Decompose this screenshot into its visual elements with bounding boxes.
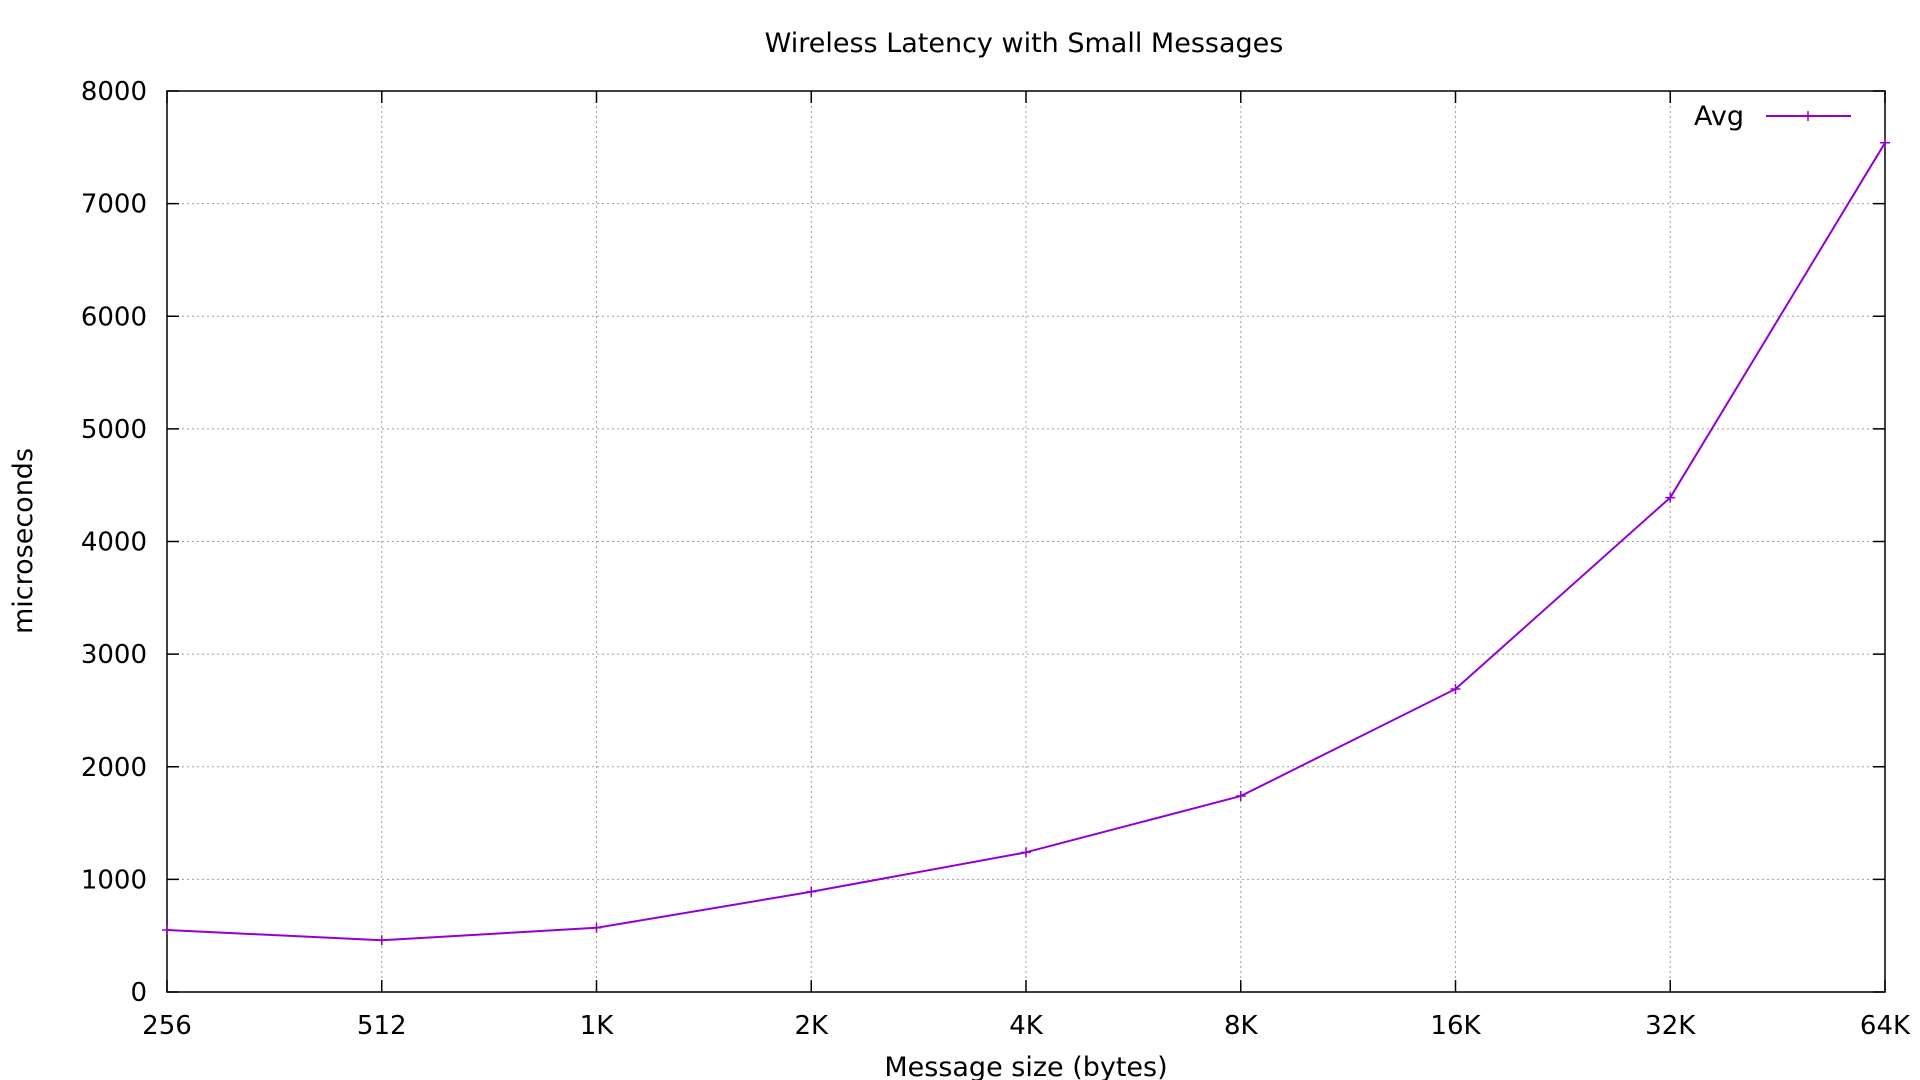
x-tick-label: 4K xyxy=(1009,1011,1044,1041)
y-tick-label: 4000 xyxy=(81,528,147,558)
y-tick-label: 3000 xyxy=(81,640,147,670)
legend-marker xyxy=(1803,111,1813,121)
x-tick-label: 256 xyxy=(142,1011,192,1041)
data-point-marker xyxy=(1450,684,1461,695)
chart-title: Wireless Latency with Small Messages xyxy=(765,28,1284,59)
legend: Avg xyxy=(1694,101,1851,132)
x-tick-label: 16K xyxy=(1430,1011,1481,1041)
x-tick-label: 64K xyxy=(1860,1011,1911,1041)
y-tick-label: 2000 xyxy=(81,753,147,783)
y-tick-label: 1000 xyxy=(81,865,147,895)
y-tick-label: 0 xyxy=(130,978,147,1008)
data-point-marker xyxy=(1665,492,1676,503)
data-point-marker xyxy=(162,925,172,936)
y-tick-label: 6000 xyxy=(81,302,147,332)
legend-label: Avg xyxy=(1694,101,1744,132)
x-tick-label: 2K xyxy=(794,1011,829,1041)
data-point-marker xyxy=(376,935,387,946)
x-tick-labels: 256 512 1K 2K 4K 8K 16K 32K 64K xyxy=(142,1011,1911,1041)
x-tick-label: 32K xyxy=(1645,1011,1696,1041)
data-point-marker xyxy=(806,886,817,897)
y-tick-label: 8000 xyxy=(81,77,147,107)
x-tick-label: 1K xyxy=(580,1011,615,1041)
series-group xyxy=(162,137,1890,946)
y-tick-label: 5000 xyxy=(81,415,147,445)
x-tick-label: 8K xyxy=(1224,1011,1259,1041)
data-point-marker xyxy=(1235,791,1246,802)
data-point-marker xyxy=(1021,847,1031,858)
x-tick-label: 512 xyxy=(357,1011,407,1041)
y-tick-label: 7000 xyxy=(81,190,147,220)
y-tick-labels: 0 1000 2000 3000 4000 5000 6000 7000 8000 xyxy=(81,77,147,1008)
data-point-marker xyxy=(1880,137,1890,148)
plot-frame xyxy=(166,90,1886,993)
data-point-marker xyxy=(591,922,602,933)
x-axis-label: Message size (bytes) xyxy=(884,1052,1167,1080)
y-axis-label: microseconds xyxy=(8,448,39,634)
legend-marker-plus xyxy=(1803,111,1813,121)
grid xyxy=(167,91,1885,992)
